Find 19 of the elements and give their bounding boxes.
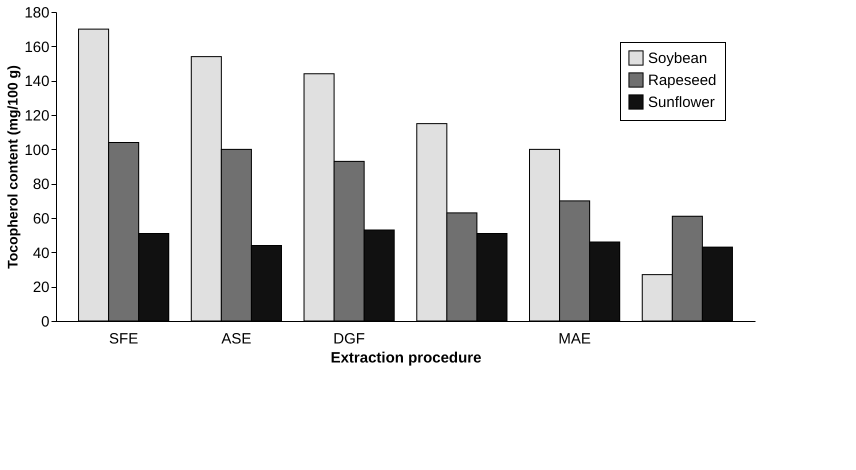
- legend-label: Sunflower: [648, 94, 715, 111]
- y-tick-label: 100: [24, 142, 50, 159]
- y-tick-label: 60: [32, 210, 50, 228]
- y-tick-label: 20: [32, 279, 50, 296]
- x-tick-label: SFE: [109, 330, 138, 348]
- x-tick-label: MAE: [558, 330, 591, 348]
- x-axis-title: Extraction procedure: [330, 350, 482, 366]
- y-tick-label: 180: [24, 4, 50, 22]
- legend-label: Soybean: [648, 50, 708, 67]
- y-tick-label: 120: [24, 108, 50, 124]
- y-tick-label: 160: [24, 38, 50, 56]
- y-axis-title: Tocopherol content (mg/100 g): [4, 65, 20, 269]
- legend-label: Rapeseed: [648, 72, 716, 89]
- y-tick-label: 40: [32, 244, 50, 262]
- y-tick-label: 0: [41, 314, 50, 330]
- x-tick-label: ASE: [221, 330, 252, 348]
- x-tick-label: DGF: [333, 330, 365, 348]
- y-tick-label: 80: [32, 176, 50, 194]
- y-tick-label: 140: [24, 73, 50, 90]
